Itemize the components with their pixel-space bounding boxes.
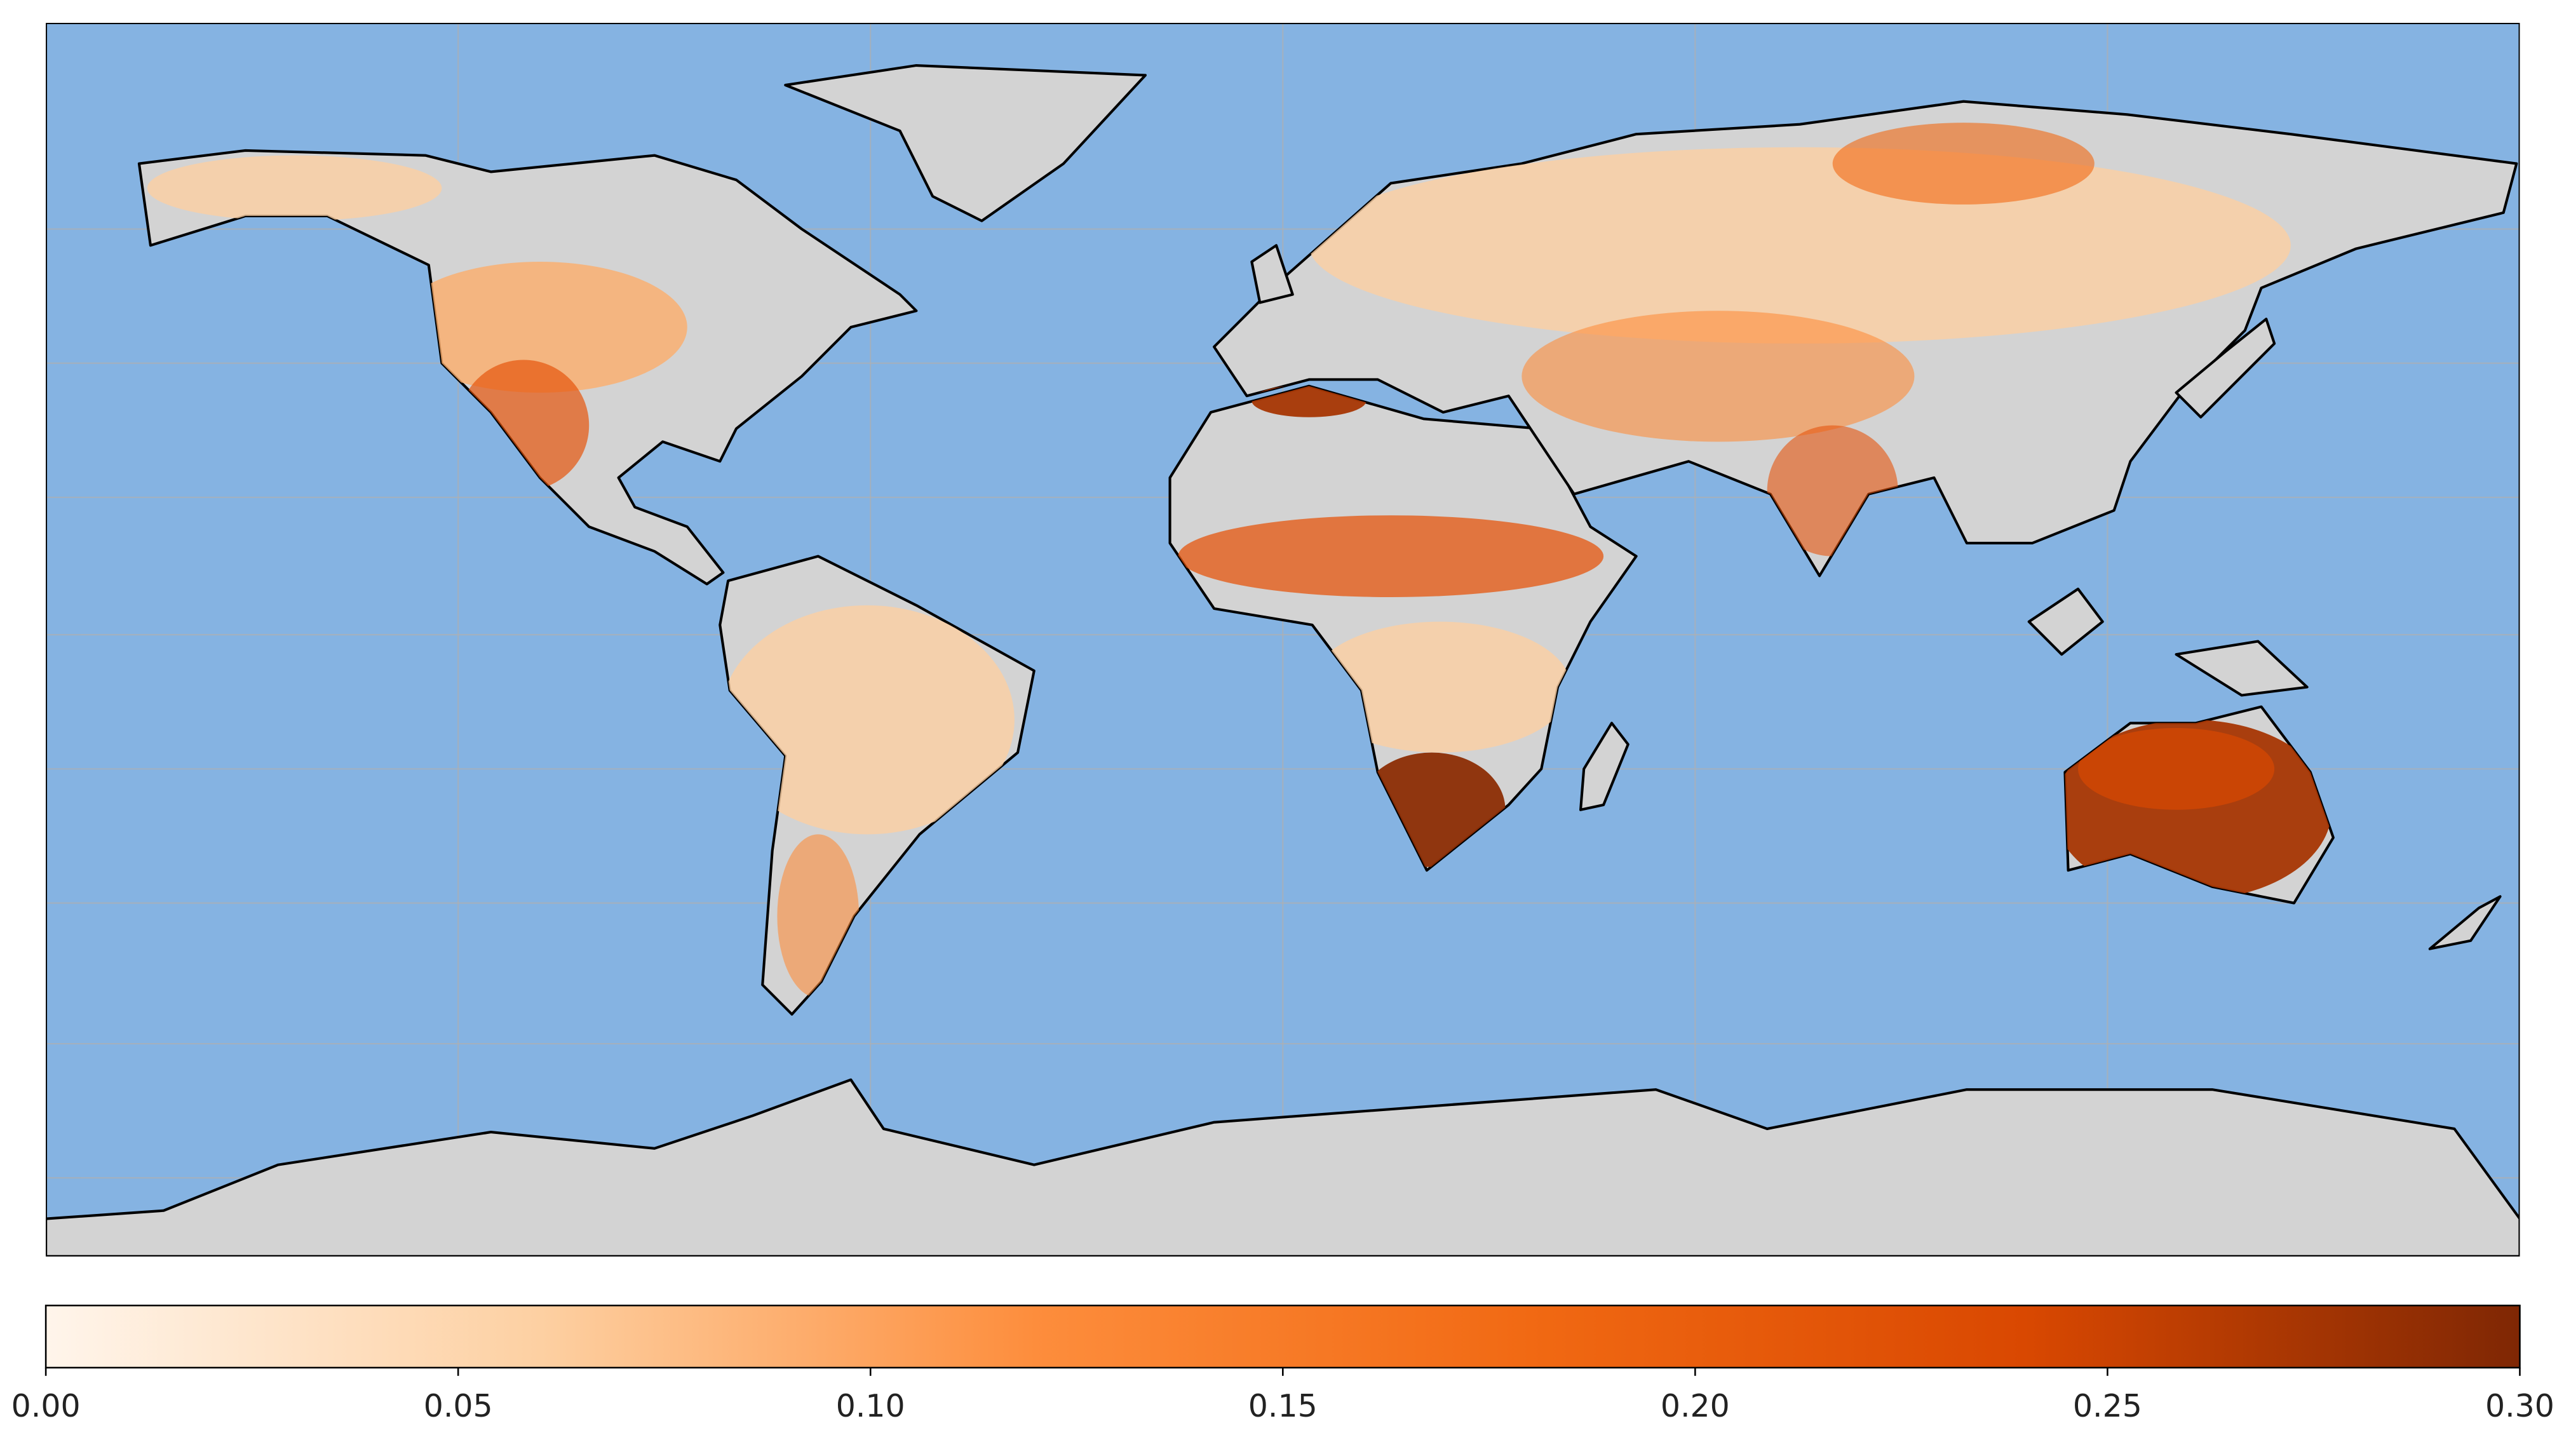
colorbar-scale xyxy=(44,1304,2521,1369)
colorbar: 0.00 0.05 0.10 0.15 0.20 0.25 0.30 xyxy=(11,1304,2554,1424)
tick-label: 0.30 xyxy=(2485,1388,2554,1424)
tick-label: 0.25 xyxy=(2073,1388,2142,1424)
map xyxy=(46,23,2520,1257)
tick-label: 0.20 xyxy=(1661,1388,1730,1424)
tick-label: 0.10 xyxy=(836,1388,905,1424)
tick-label: 0.05 xyxy=(424,1388,493,1424)
tick-label: 0.15 xyxy=(1248,1388,1318,1424)
tick-label: 0.00 xyxy=(11,1388,81,1424)
intensity-overlay xyxy=(147,123,2332,998)
